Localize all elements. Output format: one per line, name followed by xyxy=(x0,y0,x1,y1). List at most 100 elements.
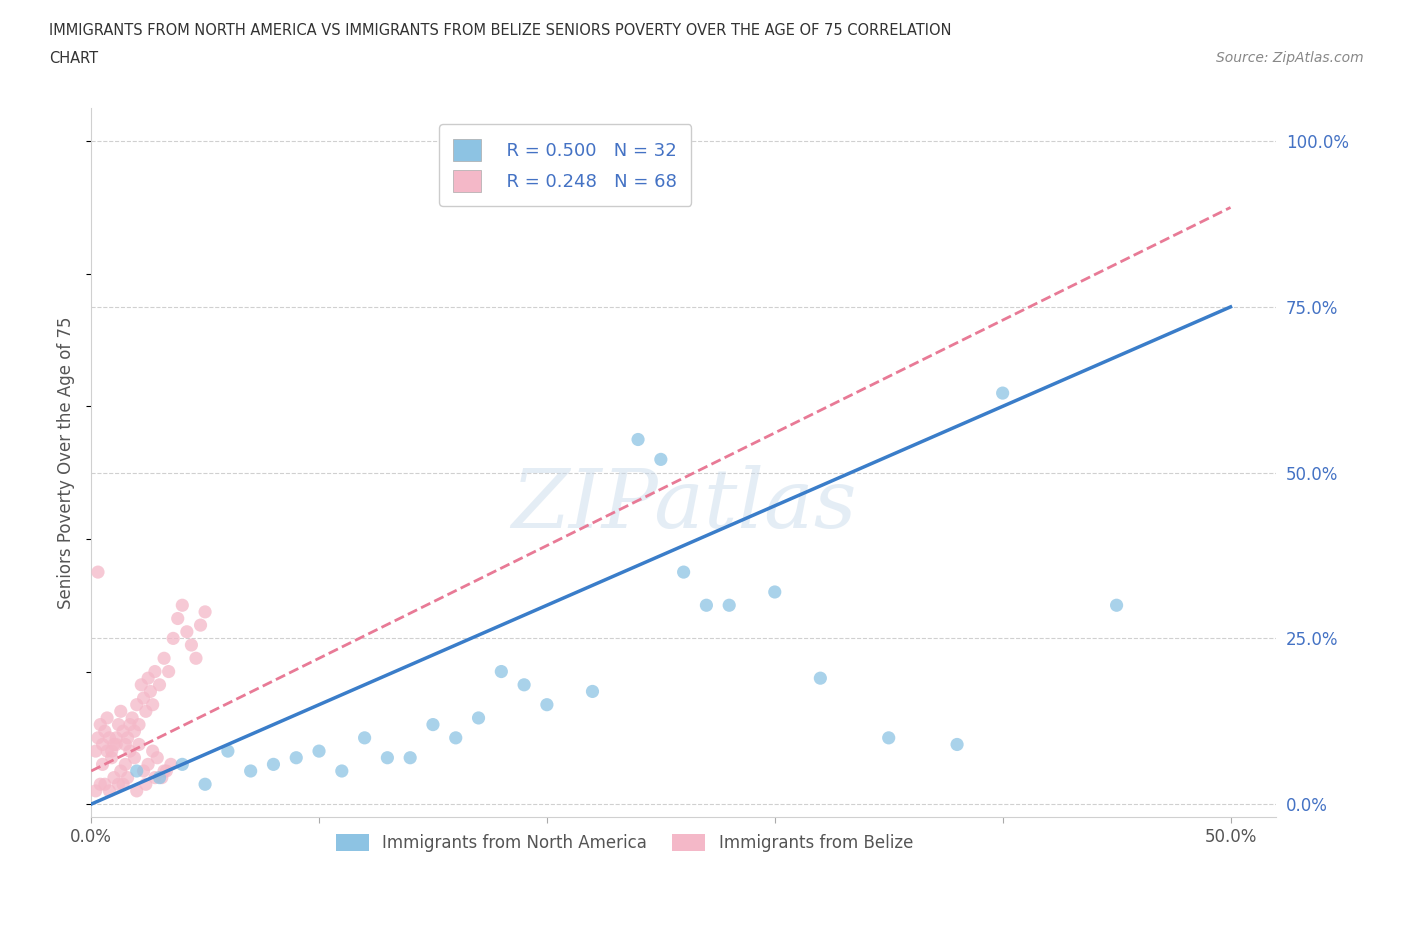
Point xyxy=(262,757,284,772)
Point xyxy=(946,737,969,752)
Point xyxy=(136,757,159,772)
Point xyxy=(330,764,353,778)
Point xyxy=(94,777,117,791)
Point xyxy=(125,764,148,778)
Point xyxy=(118,717,141,732)
Point xyxy=(194,604,217,619)
Point xyxy=(991,386,1014,401)
Point xyxy=(112,777,135,791)
Point xyxy=(125,783,148,798)
Point xyxy=(84,783,107,798)
Point xyxy=(695,598,717,613)
Point xyxy=(136,671,159,685)
Point xyxy=(217,744,239,759)
Point xyxy=(190,618,212,632)
Point xyxy=(87,565,110,579)
Point xyxy=(96,744,118,759)
Point xyxy=(84,744,107,759)
Point xyxy=(308,744,330,759)
Point xyxy=(808,671,831,685)
Point xyxy=(172,598,194,613)
Point xyxy=(399,751,422,765)
Point xyxy=(87,730,110,745)
Point xyxy=(142,698,165,712)
Point xyxy=(422,717,444,732)
Point xyxy=(146,751,169,765)
Point xyxy=(143,770,166,785)
Point xyxy=(89,777,111,791)
Point xyxy=(128,717,150,732)
Point xyxy=(142,744,165,759)
Point xyxy=(114,757,136,772)
Point xyxy=(718,598,741,613)
Point xyxy=(672,565,695,579)
Point xyxy=(110,764,132,778)
Point xyxy=(103,737,125,752)
Point xyxy=(139,684,162,698)
Point xyxy=(121,711,143,725)
Point xyxy=(239,764,262,778)
Point xyxy=(89,717,111,732)
Point xyxy=(94,724,117,738)
Point xyxy=(107,717,129,732)
Point xyxy=(129,677,152,692)
Point xyxy=(877,730,900,745)
Point xyxy=(581,684,603,698)
Point xyxy=(107,777,129,791)
Text: CHART: CHART xyxy=(49,51,98,66)
Text: IMMIGRANTS FROM NORTH AMERICA VS IMMIGRANTS FROM BELIZE SENIORS POVERTY OVER THE: IMMIGRANTS FROM NORTH AMERICA VS IMMIGRA… xyxy=(49,23,952,38)
Point xyxy=(100,744,122,759)
Point xyxy=(491,664,513,679)
Point xyxy=(91,737,114,752)
Point xyxy=(117,730,139,745)
Point xyxy=(91,757,114,772)
Point xyxy=(128,737,150,752)
Point xyxy=(650,452,672,467)
Point xyxy=(105,730,128,745)
Point xyxy=(98,730,121,745)
Point xyxy=(155,764,177,778)
Point xyxy=(105,737,128,752)
Point xyxy=(536,698,558,712)
Text: ZIPatlas: ZIPatlas xyxy=(510,465,856,545)
Point xyxy=(162,631,184,645)
Point xyxy=(125,698,148,712)
Point xyxy=(103,770,125,785)
Point xyxy=(1105,598,1128,613)
Point xyxy=(98,783,121,798)
Point xyxy=(627,432,650,447)
Point xyxy=(148,677,170,692)
Point xyxy=(176,624,198,639)
Point xyxy=(467,711,489,725)
Point xyxy=(112,724,135,738)
Point xyxy=(100,751,122,765)
Text: Source: ZipAtlas.com: Source: ZipAtlas.com xyxy=(1216,51,1364,65)
Point xyxy=(96,711,118,725)
Point xyxy=(132,764,155,778)
Point xyxy=(118,744,141,759)
Point xyxy=(124,724,146,738)
Point xyxy=(160,757,183,772)
Point xyxy=(157,664,180,679)
Legend: Immigrants from North America, Immigrants from Belize: Immigrants from North America, Immigrant… xyxy=(329,827,920,858)
Point xyxy=(194,777,217,791)
Point xyxy=(513,677,536,692)
Point xyxy=(285,751,308,765)
Point xyxy=(117,770,139,785)
Point xyxy=(114,737,136,752)
Point xyxy=(148,770,170,785)
Point xyxy=(172,757,194,772)
Point xyxy=(110,704,132,719)
Point xyxy=(166,611,188,626)
Point xyxy=(153,764,176,778)
Y-axis label: Seniors Poverty Over the Age of 75: Seniors Poverty Over the Age of 75 xyxy=(58,316,75,609)
Point xyxy=(180,638,202,653)
Point xyxy=(132,691,155,706)
Point xyxy=(153,651,176,666)
Point xyxy=(150,770,173,785)
Point xyxy=(377,751,399,765)
Point xyxy=(124,751,146,765)
Point xyxy=(143,664,166,679)
Point xyxy=(444,730,467,745)
Point xyxy=(135,777,157,791)
